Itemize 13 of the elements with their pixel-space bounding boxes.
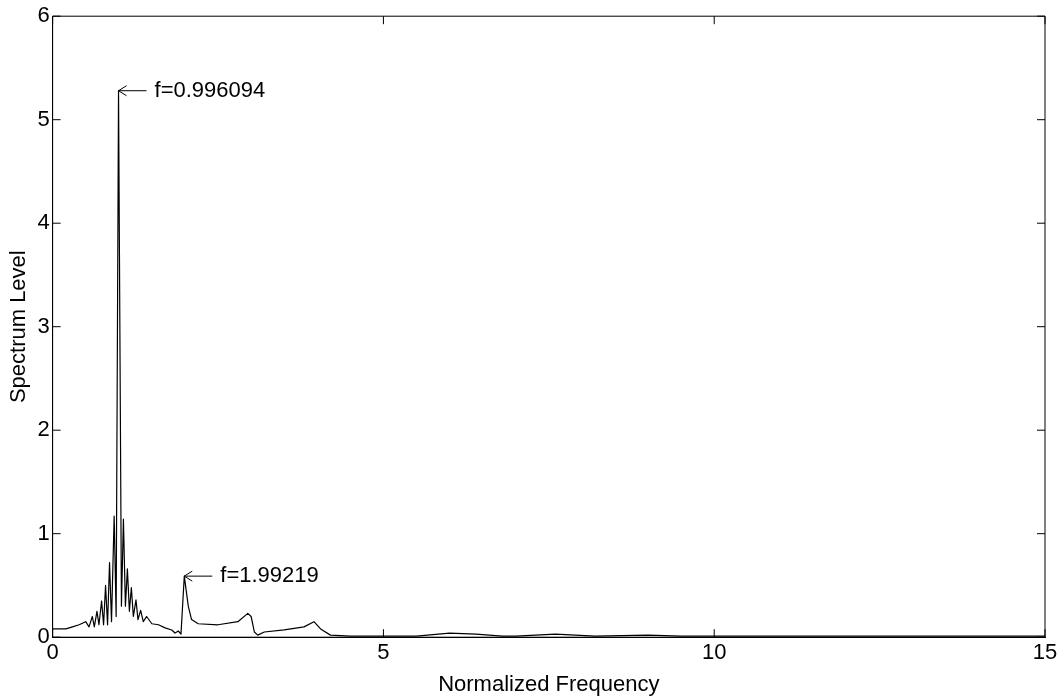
y-tick-label: 2 xyxy=(37,416,50,442)
y-tick-label: 4 xyxy=(37,209,50,235)
x-tick-label: 5 xyxy=(377,639,390,665)
annotation: f=0.996094 xyxy=(154,76,266,102)
y-axis-title: Spectrum Level xyxy=(5,250,31,404)
x-tick-label: 10 xyxy=(701,639,727,665)
x-axis-title: Normalized Frequency xyxy=(438,670,660,696)
y-tick-label: 3 xyxy=(37,312,50,338)
y-tick-label: 1 xyxy=(37,519,50,545)
y-tick-label: 6 xyxy=(37,2,50,28)
annotation: f=1.99219 xyxy=(220,562,319,588)
y-tick-label: 5 xyxy=(37,105,50,131)
x-tick-label: 15 xyxy=(1032,639,1058,665)
